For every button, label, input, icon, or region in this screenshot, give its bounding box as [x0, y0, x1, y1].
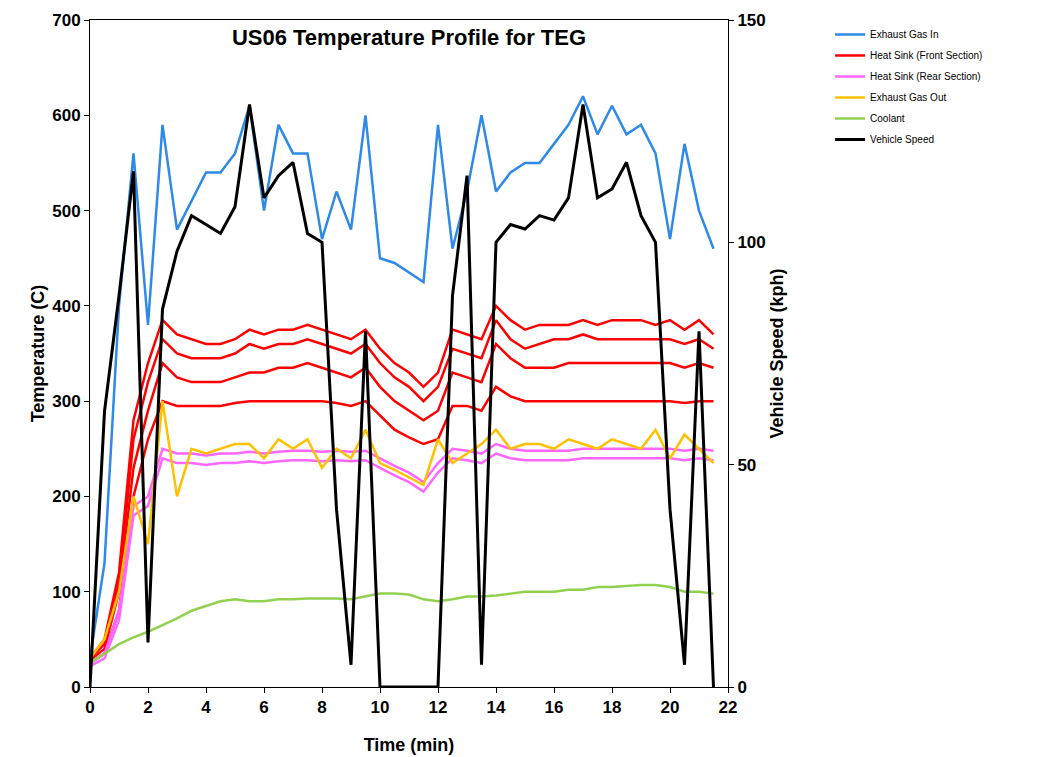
svg-text:Vehicle Speed (kph): Vehicle Speed (kph) — [767, 268, 787, 438]
svg-text:16: 16 — [545, 698, 564, 717]
svg-text:Heat Sink (Front Section): Heat Sink (Front Section) — [870, 50, 982, 61]
svg-text:400: 400 — [52, 297, 80, 316]
svg-text:Time (min): Time (min) — [364, 735, 455, 755]
svg-text:50: 50 — [737, 456, 756, 475]
svg-text:Exhaust Gas In: Exhaust Gas In — [870, 29, 938, 40]
svg-text:100: 100 — [737, 233, 765, 252]
svg-text:20: 20 — [661, 698, 680, 717]
svg-text:8: 8 — [317, 698, 326, 717]
svg-text:Heat Sink (Rear Section): Heat Sink (Rear Section) — [870, 71, 981, 82]
svg-text:6: 6 — [259, 698, 268, 717]
svg-text:2: 2 — [143, 698, 152, 717]
svg-text:0: 0 — [71, 678, 80, 697]
svg-text:700: 700 — [52, 11, 80, 30]
svg-text:4: 4 — [201, 698, 211, 717]
svg-text:300: 300 — [52, 392, 80, 411]
svg-text:Exhaust Gas Out: Exhaust Gas Out — [870, 92, 946, 103]
svg-text:500: 500 — [52, 202, 80, 221]
svg-text:600: 600 — [52, 106, 80, 125]
svg-text:US06 Temperature Profile for T: US06 Temperature Profile for TEG — [232, 25, 586, 50]
svg-text:Vehicle Speed: Vehicle Speed — [870, 134, 934, 145]
svg-text:100: 100 — [52, 583, 80, 602]
svg-text:Coolant: Coolant — [870, 113, 905, 124]
svg-text:200: 200 — [52, 487, 80, 506]
svg-text:12: 12 — [429, 698, 448, 717]
svg-text:Temperature (C): Temperature (C) — [28, 285, 48, 423]
svg-text:10: 10 — [371, 698, 390, 717]
svg-text:22: 22 — [719, 698, 738, 717]
svg-text:0: 0 — [85, 698, 94, 717]
svg-text:150: 150 — [737, 11, 765, 30]
svg-text:14: 14 — [487, 698, 506, 717]
svg-text:18: 18 — [603, 698, 622, 717]
svg-text:0: 0 — [737, 678, 746, 697]
